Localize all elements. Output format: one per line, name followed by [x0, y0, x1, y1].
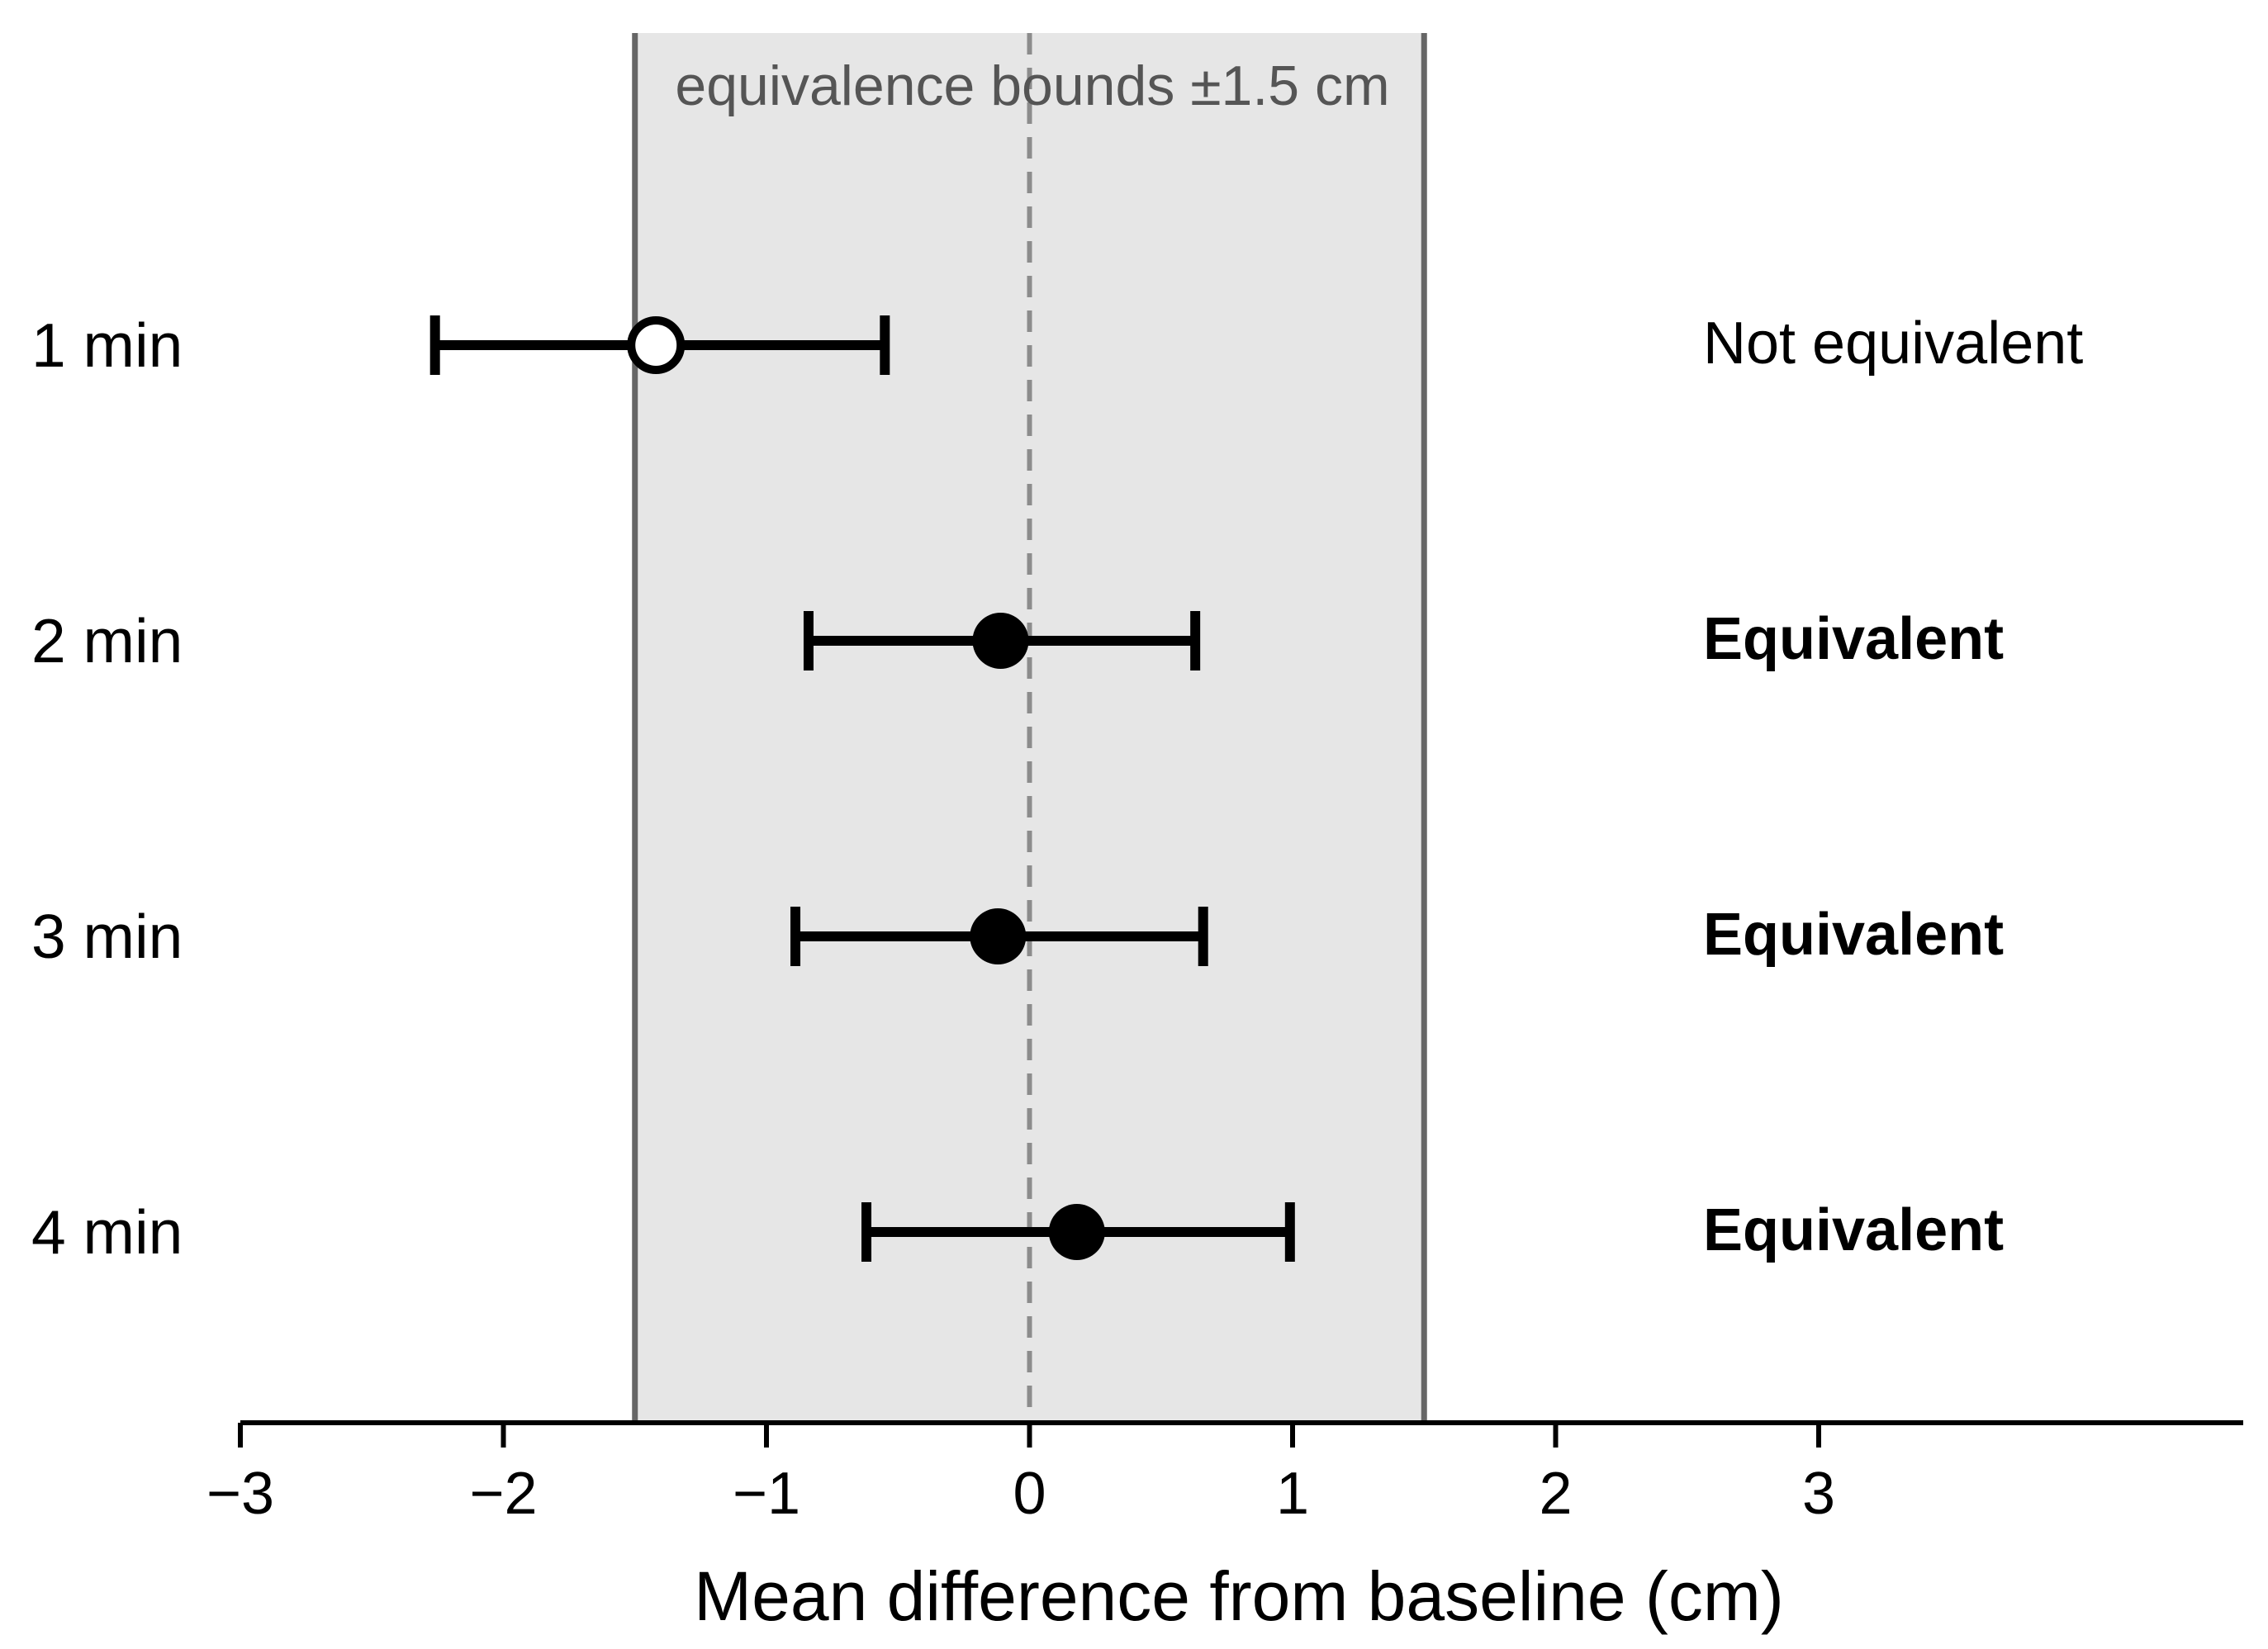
- row-label-3: 3 min: [31, 902, 183, 971]
- point-estimate-row-3: [970, 908, 1027, 964]
- equivalence-bounds-label: equivalence bounds ±1.5 cm: [675, 54, 1389, 117]
- x-tick-label-1: −2: [469, 1461, 537, 1527]
- x-tick-label-2: −1: [733, 1461, 800, 1527]
- result-label-row-1: Not equivalent: [1703, 310, 2083, 377]
- labels-layer: 1 min Not equivalent 2 min Equivalent 3 min E…: [31, 310, 2083, 1267]
- x-tick-label-3: 0: [1013, 1461, 1046, 1527]
- point-estimate-row-4: [1048, 1204, 1105, 1260]
- estimate-marks-layer: [429, 315, 1295, 1262]
- x-axis-title: Mean difference from baseline (cm): [694, 1557, 1784, 1635]
- result-label-row-3: Equivalent: [1703, 902, 2004, 968]
- x-tick-label-5: 2: [1539, 1461, 1572, 1527]
- row-label-4: 4 min: [31, 1197, 183, 1267]
- row-label-2: 2 min: [31, 606, 183, 675]
- point-estimate-row-2: [972, 613, 1029, 669]
- row-label-1: 1 min: [31, 310, 183, 380]
- point-estimate-row-1: [627, 316, 686, 374]
- x-axis: −3 −2 −1 0 1 2 3: [206, 1420, 2243, 1527]
- result-label-row-2: Equivalent: [1703, 606, 2004, 672]
- x-tick-label-4: 1: [1276, 1461, 1309, 1527]
- equivalence-band-layer: [632, 33, 1427, 1423]
- result-label-row-4: Equivalent: [1703, 1197, 2004, 1263]
- x-tick-label-6: 3: [1802, 1461, 1835, 1527]
- x-tick-label-0: −3: [206, 1461, 274, 1527]
